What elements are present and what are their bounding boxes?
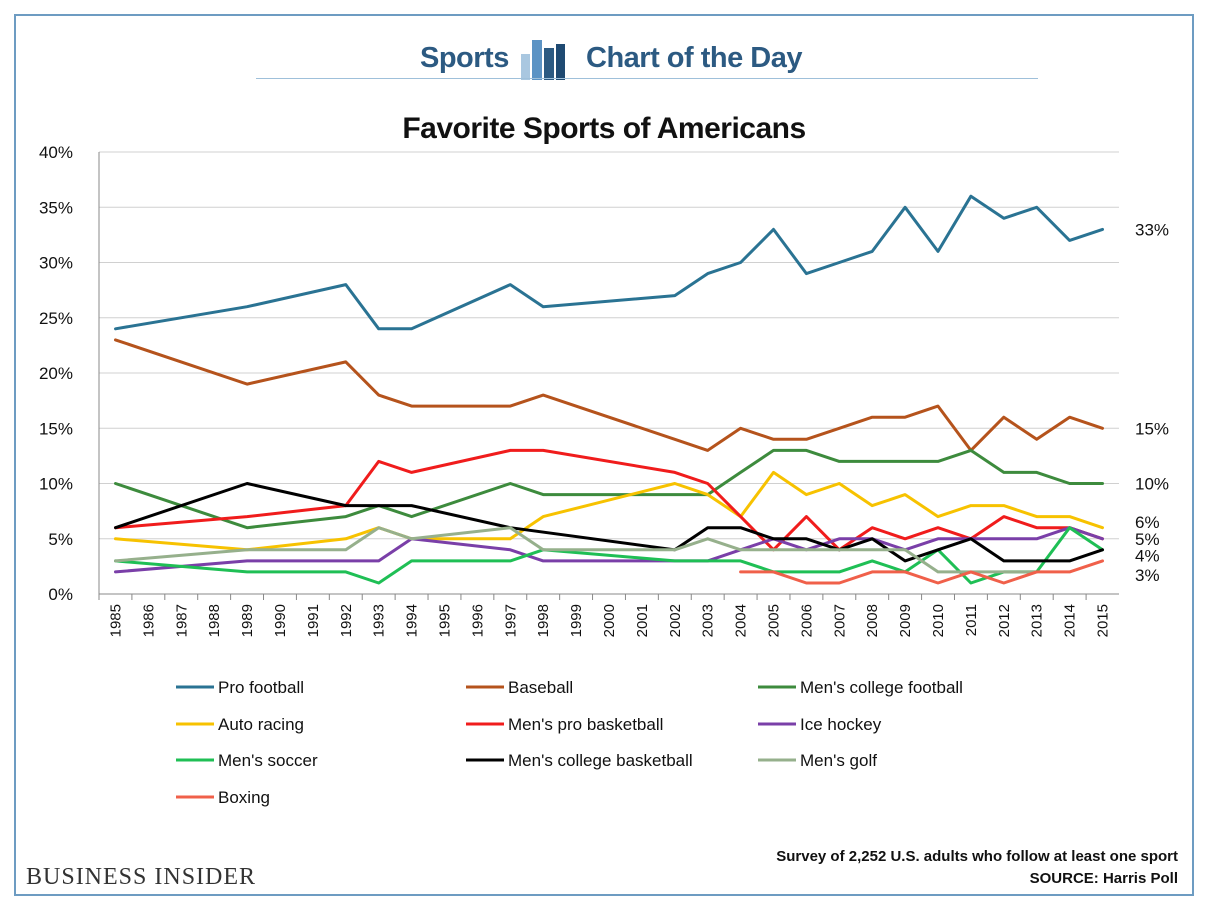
x-tick-label: 2012	[996, 604, 1013, 637]
x-tick-label: 2009	[897, 604, 914, 637]
legend-label: Men's college basketball	[508, 751, 693, 770]
x-tick-label: 1988	[206, 604, 223, 637]
x-tick-label: 1986	[140, 604, 157, 637]
y-tick-label: 5%	[48, 530, 73, 549]
x-tick-label: 1990	[272, 604, 289, 637]
end-value-label: 15%	[1135, 419, 1169, 438]
legend-label: Men's golf	[800, 751, 877, 770]
series-line-men-s-golf	[114, 526, 1039, 574]
x-tick-label: 1989	[239, 604, 256, 637]
end-value-label: 6%	[1135, 513, 1160, 532]
business-insider-logo: BUSINESS INSIDER	[26, 864, 257, 890]
x-tick-label: 1995	[436, 604, 453, 637]
x-tick-label: 2001	[634, 604, 651, 637]
legend-label: Pro football	[218, 678, 304, 697]
end-value-label: 33%	[1135, 220, 1169, 239]
legend-label: Men's pro basketball	[508, 715, 663, 734]
legend-item: Pro football	[176, 678, 304, 697]
y-tick-label: 15%	[39, 419, 73, 438]
legend-item: Auto racing	[176, 715, 304, 734]
y-tick-label: 0%	[48, 585, 73, 604]
source-label: SOURCE: Harris Poll	[1029, 870, 1178, 887]
x-tick-label: 1997	[502, 604, 519, 637]
series-line-boxing	[739, 559, 1104, 585]
end-value-label: 4%	[1135, 546, 1160, 565]
x-tick-label: 2003	[700, 604, 717, 637]
end-value-label: 5%	[1135, 530, 1160, 549]
x-tick-label: 2008	[864, 604, 881, 637]
x-tick-label: 2015	[1095, 604, 1112, 637]
chart-of-the-day-header: Sports Chart of the Day	[16, 38, 1192, 82]
legend-label: Auto racing	[218, 715, 304, 734]
chart-title: Favorite Sports of Americans	[402, 112, 806, 145]
y-tick-label: 25%	[39, 309, 73, 328]
x-tick-label: 1994	[404, 604, 421, 637]
line-chart: 0% 5% 10% 15% 20% 25% 30% 35% 40% 1985 1986 1987 198…	[39, 143, 1169, 807]
y-tick-label: 20%	[39, 364, 73, 383]
legend-label: Men's college football	[800, 678, 963, 697]
legend-item: Men's golf	[758, 751, 877, 770]
x-tick-label: 2010	[930, 604, 947, 637]
x-tick-label: 1987	[173, 604, 190, 637]
x-tick-label: 2000	[601, 604, 618, 637]
legend-item: Boxing	[176, 788, 270, 807]
x-tick-label: 1992	[338, 604, 355, 637]
series-line-baseball	[114, 338, 1104, 452]
x-tick-label: 1991	[305, 604, 322, 637]
survey-note: Survey of 2,252 U.S. adults who follow a…	[776, 846, 1178, 890]
legend-label: Baseball	[508, 678, 573, 697]
header-chart-of-the-day-label: Chart of the Day	[586, 42, 802, 74]
series-line-men-s-college-basketball	[114, 482, 1104, 563]
legend-label: Ice hockey	[800, 715, 882, 734]
legend-item: Ice hockey	[758, 715, 882, 734]
y-tick-label: 30%	[39, 254, 73, 273]
legend-item: Men's soccer	[176, 751, 318, 770]
legend-label: Men's soccer	[218, 751, 318, 770]
chart-frame: Sports Chart of the Day Favorite Sports …	[14, 14, 1194, 896]
x-tick-label: 1985	[107, 604, 124, 637]
x-tick-label: 2006	[798, 604, 815, 637]
series-line-men-s-soccer	[114, 526, 1104, 585]
series-line-pro-football	[114, 194, 1104, 331]
legend-item: Men's college football	[758, 678, 963, 697]
series-line-men-s-college-football	[114, 448, 1104, 530]
end-value-label: 3%	[1135, 566, 1160, 585]
x-tick-label: 2005	[766, 604, 783, 637]
y-tick-label: 35%	[39, 198, 73, 217]
y-tick-label: 40%	[39, 143, 73, 162]
legend-item: Men's pro basketball	[466, 715, 663, 734]
legend-item: Men's college basketball	[466, 751, 693, 770]
x-tick-label: 2007	[831, 604, 848, 637]
header-sports-label: Sports	[420, 42, 509, 74]
x-tick-label: 1996	[469, 604, 486, 637]
x-tick-label: 2013	[1029, 604, 1046, 637]
end-value-label: 10%	[1135, 475, 1169, 494]
x-tick-label: 2014	[1062, 604, 1079, 637]
y-tick-label: 10%	[39, 475, 73, 494]
x-tick-label: 2011	[963, 604, 980, 636]
x-tick-label: 2002	[667, 604, 684, 637]
header-divider	[256, 78, 1038, 79]
x-tick-label: 1993	[371, 604, 388, 637]
x-tick-label: 1999	[568, 604, 585, 637]
legend-label: Boxing	[218, 788, 270, 807]
bar-chart-logo-icon	[521, 40, 565, 80]
survey-description: Survey of 2,252 U.S. adults who follow a…	[776, 848, 1178, 865]
legend-item: Baseball	[466, 678, 573, 697]
x-tick-label: 1998	[535, 604, 552, 637]
x-tick-label: 2004	[733, 604, 750, 637]
